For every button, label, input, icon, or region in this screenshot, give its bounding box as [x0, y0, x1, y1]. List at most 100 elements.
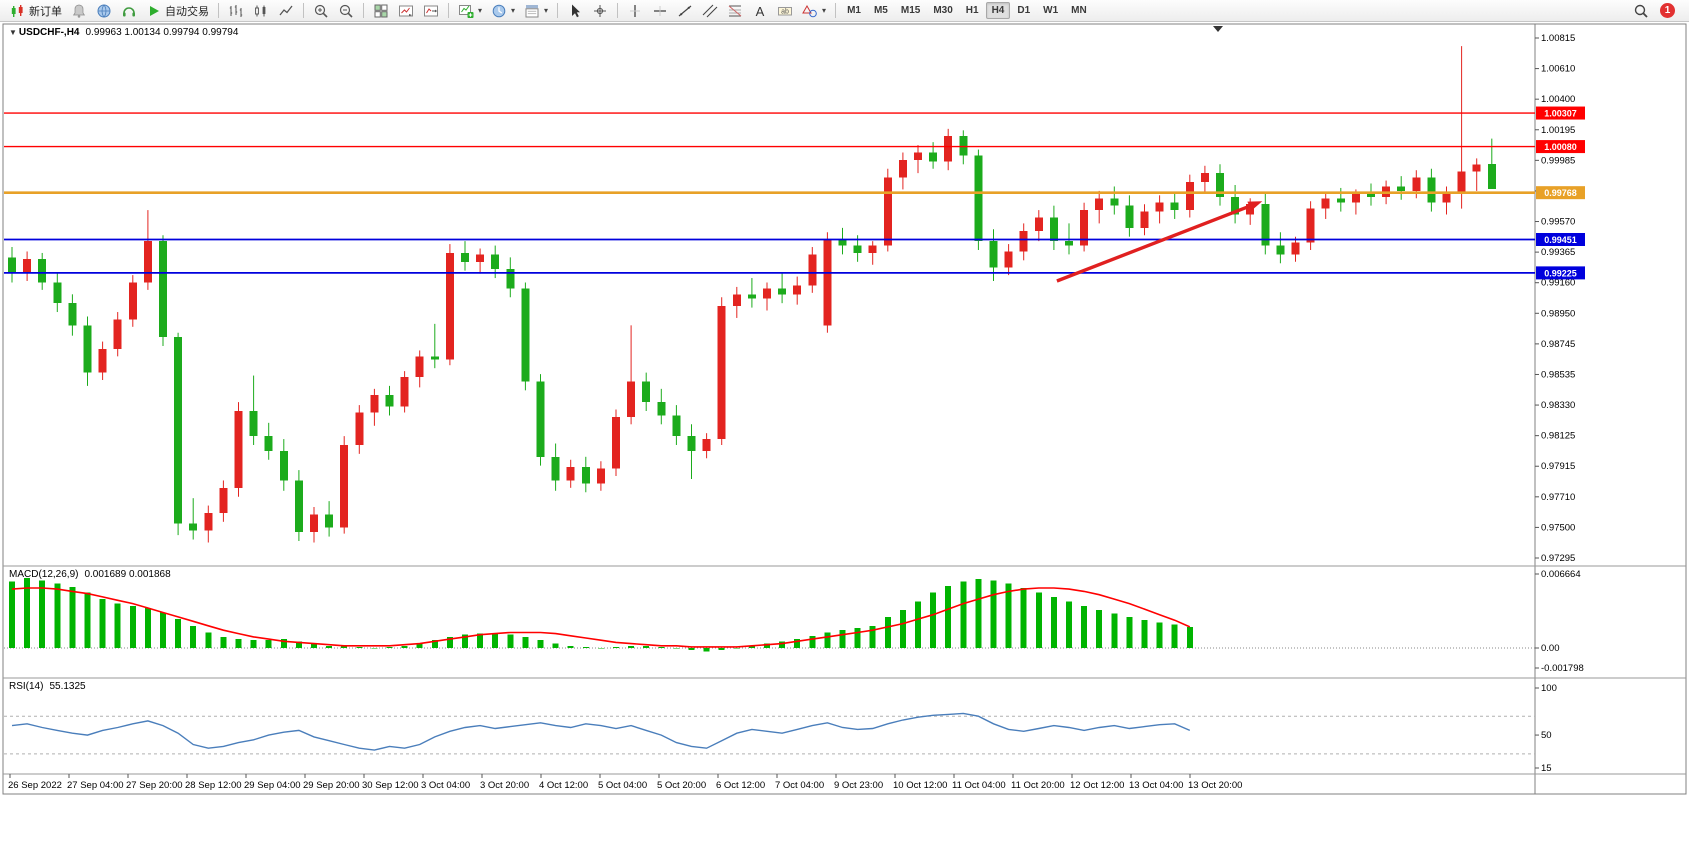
new-chart-button[interactable]: ▾	[454, 1, 486, 21]
tile-windows-button[interactable]	[369, 1, 393, 21]
svg-text:13 Oct 20:00: 13 Oct 20:00	[1188, 780, 1242, 791]
timeframe-MN[interactable]: MN	[1071, 5, 1087, 16]
price-tag-0.99768[interactable]: 0.99768	[1536, 186, 1585, 200]
fibonacci-button[interactable]	[723, 1, 747, 21]
svg-text:0.99365: 0.99365	[1541, 247, 1575, 258]
horizontal-line-icon	[654, 5, 667, 16]
svg-text:0.99768: 0.99768	[1544, 188, 1577, 198]
svg-text:0.97915: 0.97915	[1541, 461, 1575, 472]
macd-histogram	[9, 578, 1193, 652]
autoscroll-icon	[399, 5, 413, 16]
profiles-button[interactable]: ▾	[487, 1, 519, 21]
zoom-in-icon	[314, 4, 328, 18]
crosshair-button[interactable]	[588, 1, 612, 21]
trendline-icon	[678, 5, 692, 16]
toolbar-separator	[218, 3, 219, 18]
chart-frame	[2, 23, 1687, 795]
chevron-down-icon: ▾	[822, 6, 827, 15]
zoom-in-button[interactable]	[309, 1, 333, 21]
timeframe-M5[interactable]: M5	[873, 5, 888, 16]
notification-badge[interactable]: 1	[1660, 3, 1675, 18]
svg-text:0.99570: 0.99570	[1541, 217, 1575, 228]
svg-text:26 Sep 2022: 26 Sep 2022	[8, 780, 62, 791]
trend-arrow[interactable]	[1056, 201, 1263, 283]
candlestick-series	[8, 46, 1496, 543]
chart-window[interactable]: 1.00815 1.00610 1.00400 1.00195 0.99985 0.997…	[0, 22, 1689, 858]
svg-text:30 Sep 12:00: 30 Sep 12:00	[362, 780, 419, 791]
macd-signal-line	[11, 587, 1191, 648]
market-overview-button[interactable]	[92, 1, 116, 21]
chevron-down-icon: ▾	[511, 6, 516, 15]
svg-text:1.00307: 1.00307	[1544, 109, 1577, 119]
symbol-period-label: USDCHF-,H4	[18, 27, 80, 38]
svg-text:0.99985: 0.99985	[1541, 155, 1575, 166]
time-axis[interactable]: 26 Sep 2022 27 Sep 04:00 27 Sep 20:00 28 Se…	[8, 774, 1242, 791]
price-tag-0.99451[interactable]: 0.99451	[1536, 233, 1585, 246]
channel-button[interactable]	[698, 1, 722, 21]
horizontal-line-button[interactable]	[648, 1, 672, 21]
headset-icon	[123, 6, 135, 16]
templates-icon	[525, 4, 539, 17]
rsi-axis: 100 50 15	[1535, 683, 1557, 774]
templates-button[interactable]: ▾	[520, 1, 552, 21]
candlestick-chart-icon	[255, 5, 266, 16]
price-tag-1.00080[interactable]: 1.00080	[1536, 140, 1585, 154]
svg-text:0.98745: 0.98745	[1541, 339, 1575, 350]
timeframe-D1[interactable]: D1	[1017, 5, 1031, 16]
fibonacci-icon	[728, 5, 742, 16]
svg-text:29 Sep 20:00: 29 Sep 20:00	[303, 780, 360, 791]
chart-shift-marker[interactable]	[1213, 26, 1223, 32]
svg-text:15: 15	[1541, 763, 1552, 774]
text-label-button[interactable]: ab	[773, 1, 797, 21]
chart-shift-button[interactable]	[419, 1, 443, 21]
alerts-button[interactable]	[67, 1, 91, 21]
search-button[interactable]	[1629, 1, 1653, 21]
timeframe-W1[interactable]: W1	[1043, 5, 1059, 16]
bar-chart-icon	[229, 4, 243, 17]
svg-text:1.00080: 1.00080	[1544, 142, 1577, 152]
svg-text:0.97710: 0.97710	[1541, 492, 1575, 503]
svg-text:28 Sep 12:00: 28 Sep 12:00	[185, 780, 242, 791]
svg-text:11 Oct 20:00: 11 Oct 20:00	[1011, 780, 1065, 791]
cursor-button[interactable]	[563, 1, 587, 21]
svg-text:0.00: 0.00	[1541, 643, 1560, 654]
svg-text:0.97295: 0.97295	[1541, 553, 1575, 564]
autotrading-play-icon	[150, 5, 159, 16]
vertical-line-button[interactable]	[623, 1, 647, 21]
svg-text:ab: ab	[781, 8, 789, 15]
svg-text:7 Oct 04:00: 7 Oct 04:00	[775, 780, 824, 791]
collapse-triangle-icon[interactable]: ▼	[9, 28, 17, 37]
line-chart-button[interactable]	[274, 1, 298, 21]
timeframe-M30[interactable]: M30	[933, 5, 953, 16]
price-tag-0.99225[interactable]: 0.99225	[1536, 266, 1585, 280]
timeframe-H4[interactable]: H4	[985, 2, 1011, 19]
ohlc-values: 0.99963 1.00134 0.99794 0.99794	[85, 27, 239, 38]
svg-text:A: A	[756, 4, 765, 19]
trendline-button[interactable]	[673, 1, 697, 21]
price-tag-1.00307[interactable]: 1.00307	[1536, 106, 1585, 120]
zoom-out-icon	[339, 4, 353, 18]
svg-text:0.97500: 0.97500	[1541, 522, 1575, 533]
svg-text:9 Oct 23:00: 9 Oct 23:00	[834, 780, 883, 791]
rsi-line	[11, 712, 1191, 751]
autotrading-button-label: 自动交易	[165, 5, 209, 18]
autotrading-button[interactable]: 自动交易	[142, 1, 213, 21]
timeframe-M15[interactable]: M15	[900, 5, 921, 16]
text-button[interactable]: A	[748, 1, 772, 21]
timeframe-H1[interactable]: H1	[965, 5, 979, 16]
macd-values: 0.001689 0.001868	[84, 569, 171, 580]
new-order-button[interactable]: 新订单	[6, 1, 66, 21]
support-button[interactable]	[117, 1, 141, 21]
zoom-out-button[interactable]	[334, 1, 358, 21]
toolbar-separator	[448, 3, 449, 18]
candlestick-chart-button[interactable]	[249, 1, 273, 21]
chart-canvas[interactable]: 1.00815 1.00610 1.00400 1.00195 0.99985 0.997…	[0, 22, 1689, 858]
shapes-button[interactable]: ▾	[798, 1, 830, 21]
bar-chart-button[interactable]	[224, 1, 248, 21]
svg-text:50: 50	[1541, 730, 1552, 741]
svg-text:3 Oct 04:00: 3 Oct 04:00	[421, 780, 470, 791]
search-icon	[1634, 4, 1648, 18]
autoscroll-button[interactable]	[394, 1, 418, 21]
timeframe-M1[interactable]: M1	[847, 5, 861, 16]
